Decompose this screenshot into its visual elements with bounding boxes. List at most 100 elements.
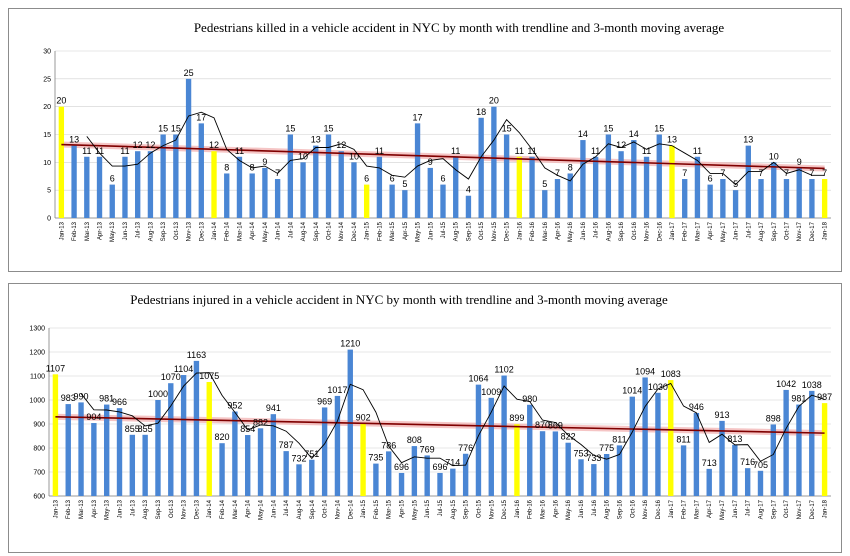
- data-label: 1107: [46, 363, 65, 373]
- x-tick-label: May-16: [568, 221, 574, 242]
- bar: [450, 468, 456, 496]
- x-tick-label: Apr-13: [98, 221, 104, 240]
- data-label: 713: [702, 458, 717, 468]
- data-label: 696: [432, 462, 447, 472]
- x-tick-label: Jun-15: [428, 221, 434, 240]
- data-label: 14: [629, 129, 639, 139]
- bar: [155, 400, 161, 496]
- bar: [796, 167, 802, 218]
- data-label: 13: [667, 135, 677, 145]
- x-tick-label: May-17: [720, 499, 726, 520]
- x-tick-label: Aug-16: [606, 221, 612, 241]
- y-tick-label: 5: [47, 188, 51, 195]
- bar: [338, 151, 344, 218]
- bar: [313, 145, 319, 218]
- x-tick-label: Apr-13: [92, 499, 98, 518]
- bar: [321, 407, 328, 496]
- x-tick-label: Jan-15: [365, 221, 371, 240]
- data-label: 15: [603, 124, 613, 134]
- data-label: 7: [784, 168, 789, 178]
- bar: [437, 472, 443, 496]
- x-tick-label: Jan-17: [670, 221, 676, 240]
- bar: [643, 156, 650, 218]
- x-tick-label: Jul-16: [594, 221, 600, 238]
- x-tick-label: Feb-15: [374, 499, 380, 519]
- data-label: 25: [184, 68, 194, 78]
- x-tick-label: Jun-13: [118, 499, 124, 518]
- data-label: 10: [769, 151, 779, 161]
- data-label: 870: [535, 420, 550, 430]
- data-label: 751: [304, 449, 319, 459]
- bar: [618, 151, 624, 218]
- x-tick-label: May-15: [412, 499, 418, 520]
- x-tick-label: May-14: [263, 221, 269, 242]
- bar: [91, 423, 97, 496]
- bar: [770, 424, 777, 496]
- bar: [783, 389, 789, 496]
- x-tick-label: May-13: [110, 221, 116, 242]
- bar: [478, 117, 484, 218]
- data-label: 6: [110, 174, 115, 184]
- bar: [488, 397, 494, 496]
- bar: [198, 123, 204, 218]
- x-tick-label: Mar-15: [387, 499, 393, 519]
- bar: [135, 151, 141, 218]
- bar: [745, 145, 751, 218]
- bar: [96, 156, 103, 218]
- data-label: 6: [708, 174, 713, 184]
- bar: [386, 451, 392, 496]
- x-tick-label: Feb-13: [66, 499, 72, 519]
- bar: [116, 408, 123, 496]
- data-label: 732: [291, 453, 306, 463]
- bar: [65, 404, 71, 496]
- y-tick-label: 30: [43, 49, 51, 56]
- bar: [591, 464, 597, 496]
- bar: [732, 190, 739, 218]
- trendline: [55, 416, 825, 434]
- data-label: 6: [364, 174, 369, 184]
- x-tick-label: Oct-15: [479, 221, 485, 240]
- bar: [287, 134, 294, 218]
- data-label: 813: [727, 434, 742, 444]
- data-label: 15: [158, 124, 168, 134]
- bar: [411, 446, 418, 496]
- x-tick-label: Feb-14: [220, 499, 226, 519]
- bar: [462, 453, 469, 496]
- y-tick-label: 20: [43, 104, 51, 111]
- data-label: 913: [715, 410, 730, 420]
- data-label: 11: [120, 146, 129, 156]
- bar: [173, 134, 179, 218]
- data-label: 8: [250, 162, 255, 172]
- data-label: 1000: [148, 389, 168, 399]
- bar: [527, 404, 533, 496]
- data-label: 11: [235, 146, 244, 156]
- x-tick-label: Mar-16: [541, 499, 547, 519]
- bar: [224, 173, 230, 218]
- bar: [720, 179, 726, 218]
- bar: [580, 140, 586, 218]
- data-label: 1009: [481, 387, 501, 397]
- data-label: 11: [95, 146, 104, 156]
- x-tick-label: Apr-16: [555, 221, 561, 240]
- x-tick-label: Nov-13: [187, 221, 193, 241]
- bar-highlight: [821, 403, 828, 496]
- data-label: 7: [275, 168, 280, 178]
- data-label: 952: [227, 401, 242, 411]
- bar: [325, 134, 332, 218]
- x-tick-label: Feb-14: [225, 221, 231, 241]
- bar-highlight: [516, 156, 522, 218]
- data-label: 941: [266, 403, 281, 413]
- data-label: 9: [797, 157, 802, 167]
- y-tick-label: 1300: [29, 326, 45, 333]
- y-tick-label: 25: [43, 76, 51, 83]
- chart-killed: Pedestrians killed in a vehicle accident…: [43, 20, 831, 242]
- bar: [142, 434, 148, 496]
- data-label: 983: [61, 393, 76, 403]
- data-label: 11: [693, 146, 702, 156]
- data-label: 705: [753, 460, 768, 470]
- x-tick-label: Nov-17: [797, 221, 803, 241]
- bar: [744, 468, 751, 496]
- x-tick-label: May-14: [259, 499, 265, 520]
- bar: [334, 395, 341, 496]
- x-tick-label: Dec-16: [656, 499, 662, 519]
